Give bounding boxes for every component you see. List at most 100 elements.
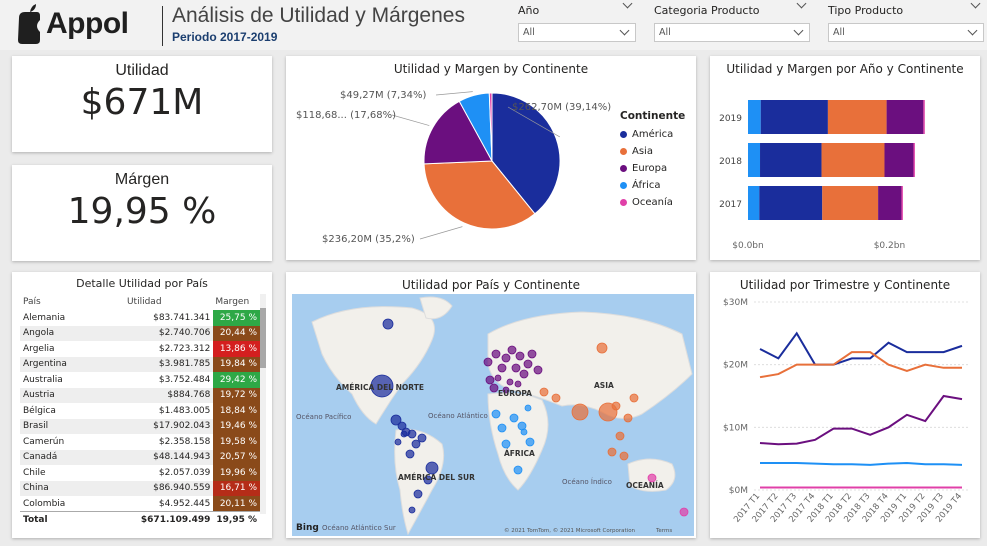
stacked-bar-chart[interactable]: 2019 2018 2017 $0.0bn $0.2bn (710, 78, 980, 258)
map-bubble[interactable] (611, 401, 621, 411)
map-bubble[interactable] (370, 374, 394, 398)
map-bubble[interactable] (394, 438, 402, 446)
bar-segment[interactable] (748, 100, 761, 134)
map-bubble[interactable] (520, 428, 528, 436)
map-bubble[interactable] (497, 423, 507, 433)
bar-segment[interactable] (821, 143, 885, 177)
kpi-margen-card[interactable]: Márgen 19,95 % (12, 165, 272, 261)
table-row[interactable]: Austria $884.768 19,72 % (20, 387, 260, 403)
table-row[interactable]: Colombia $4.952.445 20,11 % (20, 496, 260, 512)
bar-segment[interactable] (913, 143, 915, 177)
line-series-1[interactable] (759, 351, 962, 379)
bar-segment[interactable] (822, 186, 879, 220)
table-row[interactable]: Argentina $3.981.785 19,84 % (20, 356, 260, 372)
chevron-down-icon[interactable] (970, 0, 981, 9)
map-bubble[interactable] (629, 393, 639, 403)
map-bubble[interactable] (491, 349, 501, 359)
bar-segment[interactable] (827, 100, 887, 134)
map-bubble[interactable] (497, 363, 507, 373)
table-row[interactable]: Canadá $48.144.943 20,57 % (20, 449, 260, 465)
table-row[interactable]: Camerún $2.358.158 19,58 % (20, 434, 260, 450)
line-series-3[interactable] (760, 462, 963, 466)
map-bubble[interactable] (514, 380, 522, 388)
pie-legend-item[interactable]: Asia (620, 146, 685, 157)
map-bubble[interactable] (615, 431, 625, 441)
map-bubble[interactable] (527, 349, 537, 359)
slicer-type-dropdown[interactable]: All (828, 23, 984, 42)
map-bubble[interactable] (525, 437, 535, 447)
pie-legend-item[interactable]: Europa (620, 163, 685, 174)
map-terms-link[interactable]: Terms (655, 528, 672, 534)
map-bubble[interactable] (390, 414, 402, 426)
pie-legend-item[interactable]: Oceanía (620, 197, 685, 208)
bar-segment[interactable] (760, 100, 828, 134)
map-bubble[interactable] (647, 473, 657, 483)
map-card[interactable]: Utilidad por País y Continente AMÉRICA D… (286, 272, 696, 538)
pie-chart[interactable]: $262,70M (39,14%) $236,20M (35,2%) $118,68… (286, 76, 696, 256)
map-bubble[interactable] (400, 430, 408, 438)
map-bubble[interactable] (515, 351, 525, 361)
bar-segment[interactable] (878, 186, 902, 220)
map-bubble[interactable] (494, 374, 502, 382)
line-series-2[interactable] (759, 394, 963, 446)
chevron-down-icon[interactable] (622, 0, 633, 9)
bar-segment[interactable] (884, 143, 914, 177)
map-bubble[interactable] (491, 409, 501, 419)
map-bubble[interactable] (524, 404, 532, 412)
bubble-map[interactable]: AMÉRICA DEL NORTE AMÉRICA DEL SUR EUROPA… (292, 294, 694, 536)
bar-segment[interactable] (748, 186, 760, 220)
line-chart-card[interactable]: Utilidad por Trimestre y Continente $0M $… (710, 272, 980, 538)
table-row[interactable]: China $86.940.559 16,71 % (20, 480, 260, 496)
map-bubble[interactable] (489, 383, 499, 393)
map-bubble[interactable] (417, 433, 427, 443)
map-bubble[interactable] (607, 447, 617, 457)
map-bubble[interactable] (411, 439, 421, 449)
table-row[interactable]: Australia $3.752.484 29,42 % (20, 372, 260, 388)
map-bubble[interactable] (382, 318, 394, 330)
map-bubble[interactable] (513, 465, 523, 475)
bar-segment[interactable] (923, 100, 925, 134)
kpi-utilidad-card[interactable]: Utilidad $671M (12, 56, 272, 152)
stacked-bar-card[interactable]: Utilidad y Margen por Año y Continente 2… (710, 56, 980, 260)
map-bubble[interactable] (502, 386, 510, 394)
map-bubble[interactable] (506, 378, 514, 386)
table-row[interactable]: Brasil $17.902.043 19,46 % (20, 418, 260, 434)
map-bubble[interactable] (571, 403, 589, 421)
map-bubble[interactable] (423, 475, 433, 485)
map-bubble[interactable] (551, 393, 561, 403)
map-bubble[interactable] (425, 461, 439, 475)
map-bubble[interactable] (523, 359, 533, 369)
table-row[interactable]: Alemania $83.741.341 25,75 % (20, 310, 260, 326)
map-bubble[interactable] (397, 421, 407, 431)
table-row[interactable]: Bélgica $1.483.005 18,84 % (20, 403, 260, 419)
bar-segment[interactable] (760, 143, 822, 177)
map-bubble[interactable] (596, 342, 608, 354)
chevron-down-icon[interactable] (796, 0, 807, 9)
map-bubble[interactable] (483, 357, 493, 367)
map-bubble[interactable] (539, 387, 549, 397)
table-scrollbar[interactable] (260, 294, 266, 514)
line-series-0[interactable] (759, 331, 963, 366)
map-bubble[interactable] (501, 353, 511, 363)
table-card[interactable]: Detalle Utilidad por País País Utilidad … (12, 272, 272, 538)
pie-slice-1[interactable] (423, 160, 536, 230)
table-row[interactable]: Angola $2.740.706 20,44 % (20, 325, 260, 341)
map-bubble[interactable] (509, 413, 519, 423)
pie-slice-0[interactable] (491, 92, 561, 215)
col-header-utilidad[interactable]: Utilidad (126, 297, 162, 307)
pie-chart-card[interactable]: Utilidad y Margen by Continente $262,70M… (286, 56, 696, 260)
table-row[interactable]: Chile $2.057.039 19,96 % (20, 465, 260, 481)
col-header-margen[interactable]: Margen (215, 297, 250, 307)
table-row[interactable]: Argelia $2.723.312 13,86 % (20, 341, 260, 357)
pie-slice-4[interactable] (488, 92, 493, 162)
map-bubble[interactable] (619, 451, 629, 461)
bar-segment[interactable] (748, 143, 761, 177)
pie-legend-item[interactable]: África (620, 180, 685, 191)
map-bubble[interactable] (408, 506, 416, 514)
map-bubble[interactable] (405, 449, 415, 459)
map-bubble[interactable] (501, 439, 511, 449)
slicer-year-dropdown[interactable]: All (518, 23, 636, 42)
map-bubble[interactable] (413, 489, 423, 499)
map-bubble[interactable] (407, 429, 417, 439)
